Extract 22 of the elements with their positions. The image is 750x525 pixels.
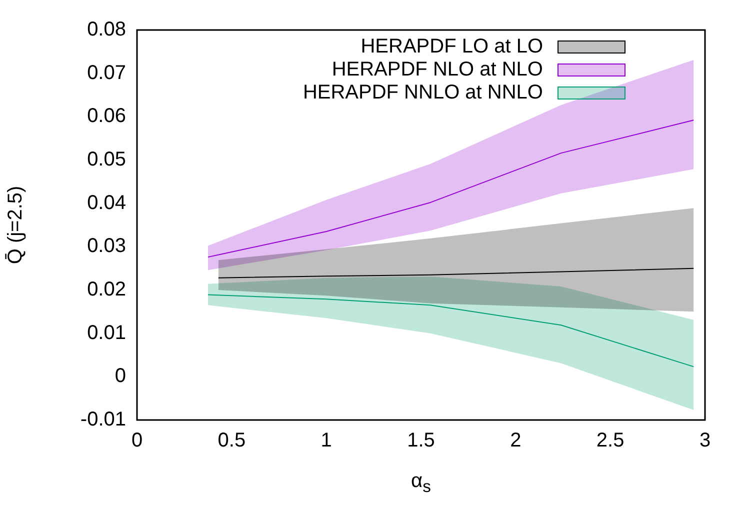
x-tick-label: 0.5 <box>218 430 246 452</box>
y-axis-title: Q̄ (j=2.5) <box>4 186 27 264</box>
y-tick-label: 0.08 <box>87 18 126 41</box>
x-tick-label: 1 <box>320 430 332 452</box>
y-tick-label: 0.05 <box>87 148 126 171</box>
x-tick-label: 2 <box>510 430 522 452</box>
y-tick-label: 0.02 <box>87 278 126 301</box>
x-tick-label: 1.5 <box>407 430 435 452</box>
legend-label: HERAPDF NLO at NLO <box>332 58 543 81</box>
y-tick-label: 0.07 <box>87 62 126 84</box>
y-tick-label: 0.01 <box>87 322 126 344</box>
x-axis-title: α$_{s}$ <box>410 470 432 497</box>
x-tick-label: 3 <box>699 430 711 452</box>
legend-label: HERAPDF NNLO at NNLO <box>302 82 543 104</box>
y-tick-label: 0.04 <box>87 192 126 214</box>
y-tick-label: 0.06 <box>87 105 126 128</box>
y-tick-label: 0.03 <box>87 235 126 258</box>
x-tick-label: 0 <box>131 430 143 452</box>
y-tick-label: 0 <box>114 365 126 388</box>
y-tick-label: -0.01 <box>80 408 126 431</box>
legend-label: HERAPDF LO at LO <box>360 36 543 58</box>
x-tick-label: 2.5 <box>596 430 624 452</box>
